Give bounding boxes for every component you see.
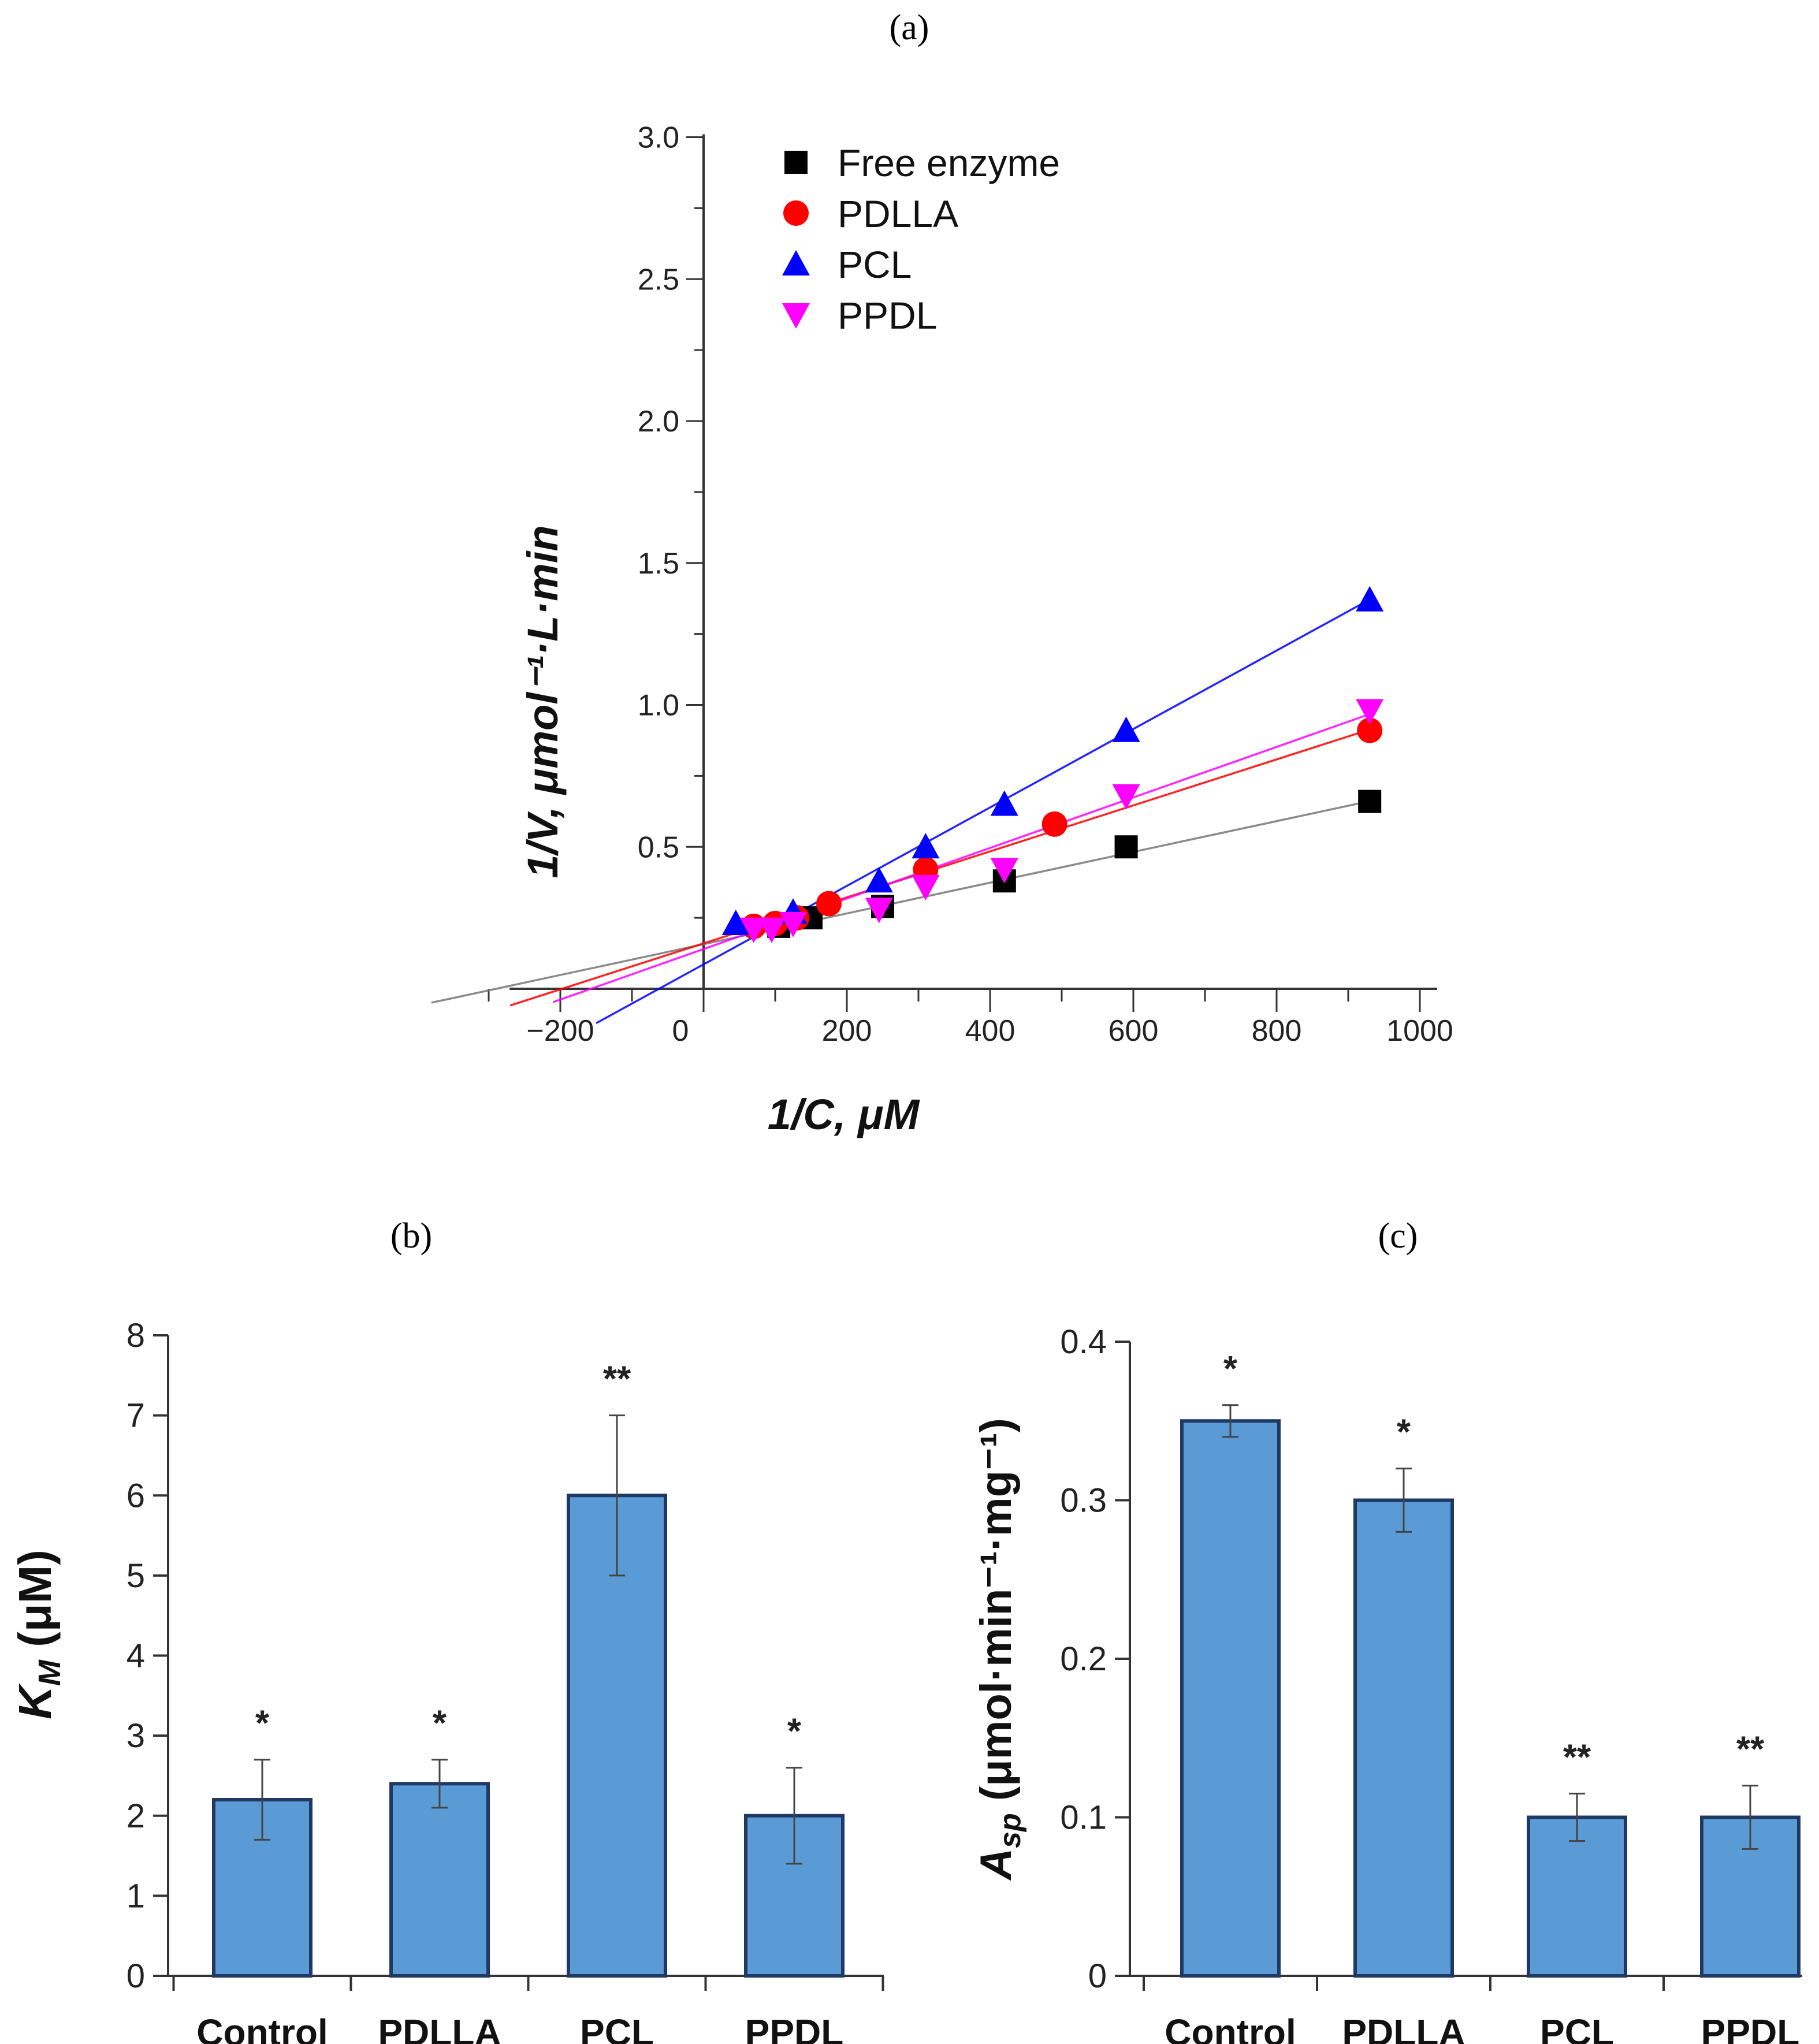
data-point-ppdl — [912, 875, 940, 901]
data-point-ppdl — [865, 898, 893, 924]
data-point-ppdl — [779, 911, 807, 937]
data-point-ppdl — [1112, 784, 1140, 810]
category-label: PPDL — [1701, 2012, 1800, 2044]
panel-label-b: (b) — [390, 1216, 432, 1256]
asp-bar-chart: 0 0.1 0.2 0.3 0.4 * Control * PDLLA ** PCL ** PPDL — [1060, 1323, 1802, 2044]
significance-marker: ** — [1736, 1730, 1765, 1770]
fit-line-free-enzyme — [431, 800, 1370, 1004]
y-axis-title-b-unit: (μM) — [9, 1550, 61, 1660]
x-tick-label-a: 200 — [822, 1014, 872, 1048]
y-axis-title-c-sub: sp — [994, 1813, 1027, 1848]
y-tick-label: 7 — [127, 1397, 145, 1435]
data-point-pcl — [1112, 716, 1140, 742]
data-point-ppdl — [739, 917, 768, 943]
y-axis-title-b-sub: M — [32, 1659, 67, 1686]
y-tick-label: 1 — [127, 1877, 145, 1915]
y-tick-label-a: 1.5 — [638, 547, 679, 580]
significance-marker: * — [433, 1704, 447, 1744]
category-label: PDLLA — [1342, 2012, 1465, 2044]
km-bar-chart: 0 1 2 3 4 5 6 7 8 * Control * PDLLA ** PCL * PPDL — [127, 1317, 884, 2044]
lineweaver-burk-plot: −200 0 200 400 600 800 1000 0.5 1.0 1.5 2.0 2.5 3.0 F… — [431, 121, 1453, 1048]
y-tick-label: 2 — [127, 1797, 145, 1835]
y-tick-label: 0 — [1088, 1957, 1107, 1995]
bar-control — [1180, 1419, 1281, 1978]
data-point-pcl — [865, 867, 893, 893]
y-axis-title-b: KM (μM) — [9, 1550, 67, 1719]
fit-line-pdlla — [509, 728, 1370, 1007]
y-tick-label-a: 2.5 — [638, 263, 679, 296]
x-axis-title-a: 1/C, μM — [768, 1090, 920, 1138]
data-point-ppdl — [757, 917, 786, 943]
y-tick-label: 6 — [127, 1477, 145, 1514]
category-label: Control — [196, 2012, 328, 2044]
legend-label: PCL — [838, 243, 912, 286]
data-point-pcl — [721, 909, 750, 935]
legend-marker — [782, 250, 810, 275]
y-tick-label: 5 — [127, 1557, 145, 1595]
x-tick-label-a: −200 — [526, 1014, 594, 1048]
legend-label: PDLLA — [838, 192, 958, 235]
data-point-ppdl — [990, 858, 1018, 884]
y-tick-label: 0 — [127, 1957, 145, 1995]
significance-marker: ** — [1563, 1737, 1591, 1777]
panel-label-a: (a) — [890, 8, 929, 47]
x-tick-label-a: 400 — [965, 1014, 1015, 1048]
x-tick-label-a: 0 — [672, 1014, 689, 1048]
legend-label: Free enzyme — [838, 142, 1060, 184]
y-tick-label-a: 0.5 — [638, 831, 679, 864]
x-tick-label-a: 1000 — [1386, 1014, 1453, 1048]
y-tick-label: 0.3 — [1060, 1482, 1107, 1520]
legend-marker — [782, 303, 810, 329]
significance-marker: * — [1223, 1349, 1238, 1389]
category-label: PPDL — [745, 2012, 844, 2044]
panel-label-c: (c) — [1378, 1216, 1418, 1256]
y-tick-label-a: 2.0 — [638, 405, 679, 438]
data-point-pcl — [1356, 586, 1384, 612]
legend-marker — [783, 200, 809, 226]
category-label: PCL — [1540, 2012, 1614, 2044]
x-tick-label-a: 600 — [1108, 1014, 1159, 1048]
y-tick-label: 0.1 — [1060, 1799, 1107, 1837]
data-point-ppdl — [1356, 699, 1384, 725]
data-point-pdlla — [1041, 811, 1067, 837]
y-tick-label: 0.4 — [1060, 1323, 1107, 1361]
y-axis-title-c: Asp (μmol·min⁻¹·mg⁻¹) — [972, 1418, 1027, 1881]
bar-pdlla — [1353, 1498, 1454, 1978]
y-tick-label-a: 3.0 — [638, 121, 679, 155]
x-tick-label-a: 800 — [1252, 1014, 1302, 1048]
data-point-free-enzyme — [1114, 835, 1138, 859]
bar-pcl — [1527, 1815, 1627, 1978]
y-tick-label: 4 — [127, 1637, 145, 1675]
y-axis-title-c-unit: (μmol·min⁻¹·mg⁻¹) — [972, 1418, 1021, 1813]
data-point-pdlla — [816, 891, 842, 917]
fit-line-pcl — [596, 598, 1371, 1025]
category-label: PDLLA — [378, 2012, 501, 2044]
significance-marker: * — [787, 1712, 802, 1752]
fit-line-ppdl — [553, 713, 1370, 1003]
data-point-pcl — [912, 833, 940, 859]
data-point-pdlla — [1357, 717, 1383, 743]
y-tick-label: 3 — [127, 1717, 145, 1755]
y-axis-title-c-main: A — [972, 1848, 1021, 1881]
y-axis-title-b-main: K — [9, 1683, 61, 1719]
significance-marker: * — [1397, 1413, 1411, 1453]
data-point-pcl — [990, 790, 1018, 816]
legend-label: PPDL — [838, 294, 937, 337]
significance-marker: * — [255, 1704, 270, 1744]
y-tick-label: 8 — [127, 1317, 145, 1354]
data-point-free-enzyme — [1358, 790, 1382, 813]
y-axis-title-a: 1/V, μmol⁻¹·L·min — [519, 525, 567, 878]
y-tick-label: 0.2 — [1060, 1640, 1107, 1678]
legend-marker — [784, 151, 808, 174]
category-label: PCL — [580, 2012, 654, 2044]
bar-pdlla — [389, 1782, 490, 1978]
y-tick-label-a: 1.0 — [638, 689, 679, 723]
significance-marker: ** — [603, 1360, 631, 1399]
category-label: Control — [1165, 2012, 1296, 2044]
